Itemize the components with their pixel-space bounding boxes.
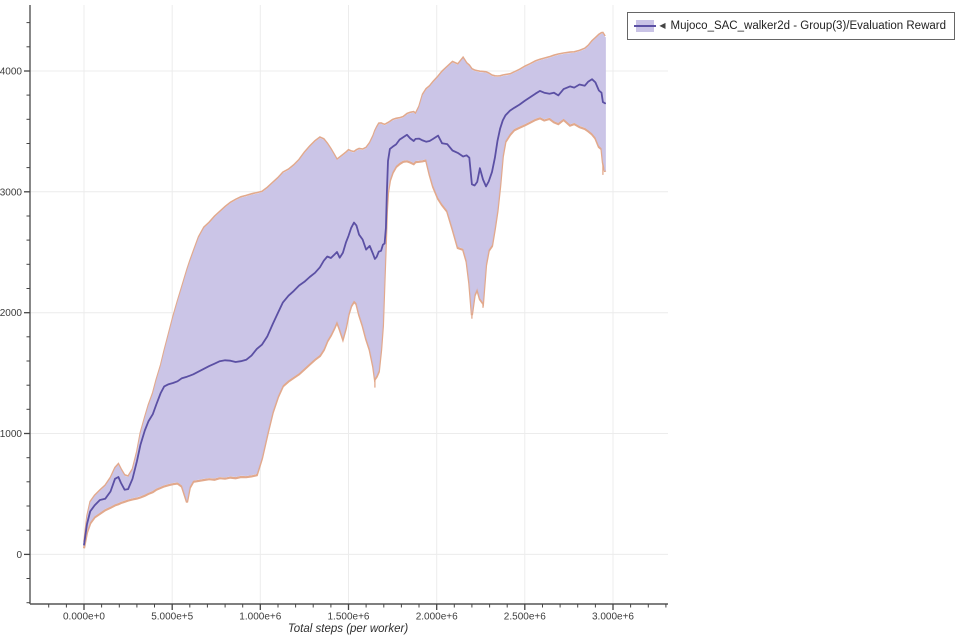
plot-hover-area[interactable]	[30, 5, 668, 604]
x-tick-label: 3.000e+6	[592, 612, 634, 623]
y-tick-label: 3000	[0, 187, 22, 198]
y-tick-label: 0	[16, 550, 22, 561]
x-tick-label: 1.500e+6	[328, 612, 370, 623]
legend-box[interactable]: ◀ Mujoco_SAC_walker2d - Group(3)/Evaluat…	[627, 12, 955, 40]
legend-swatch-line	[634, 24, 657, 28]
legend-collapse-icon[interactable]: ◀	[659, 21, 666, 30]
x-tick-label: 2.500e+6	[504, 612, 546, 623]
x-tick-label: 1.000e+6	[239, 612, 281, 623]
x-tick-label: 5.000e+5	[151, 612, 193, 623]
x-axis-label: Total steps (per worker)	[287, 623, 409, 635]
band-fringe-upper	[83, 31, 606, 542]
band-fringe-lower	[82, 117, 607, 549]
series-mean-line	[83, 78, 606, 546]
x-tick-label: 2.000e+6	[416, 612, 458, 623]
x-tick-label: 0.000e+0	[63, 612, 105, 623]
y-tick-label: 1000	[0, 429, 22, 440]
legend-label: Mujoco_SAC_walker2d - Group(3)/Evaluatio…	[670, 20, 947, 32]
series-minmax-band	[84, 33, 606, 548]
legend-swatch	[634, 20, 657, 32]
y-tick-label: 2000	[0, 308, 22, 319]
y-tick-label: 4000	[0, 67, 22, 78]
